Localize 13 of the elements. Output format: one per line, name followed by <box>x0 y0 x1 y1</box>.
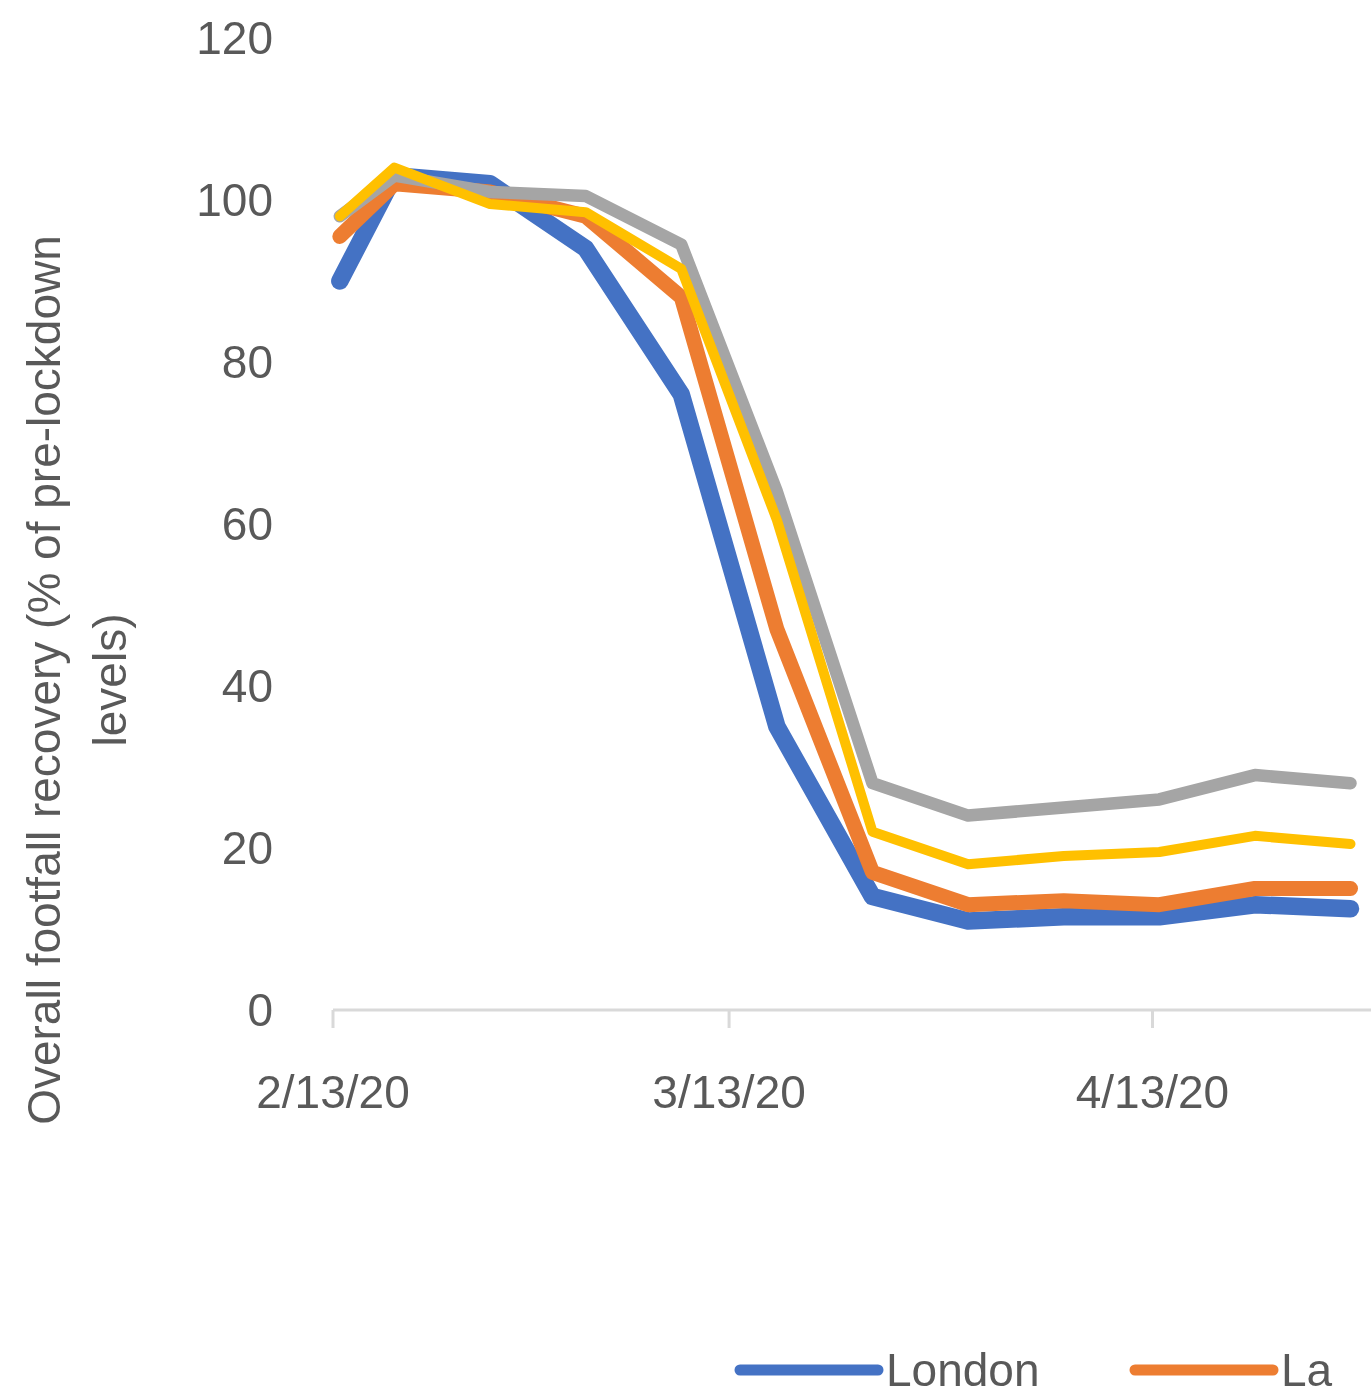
y-tick-label: 80 <box>221 336 273 388</box>
y-tick-label: 0 <box>247 984 273 1036</box>
x-tick-label: 2/13/20 <box>256 1066 410 1118</box>
y-tick-label: 100 <box>196 174 273 226</box>
x-tick-label: 3/13/20 <box>652 1066 806 1118</box>
y-tick-label: 120 <box>196 12 273 64</box>
y-tick-label: 60 <box>221 498 273 550</box>
y-axis-title: Overall footfall recovery (% of pre-lockdown levels) <box>18 235 136 1125</box>
x-tick-label: 4/13/20 <box>1075 1066 1230 1118</box>
y-tick-label: 40 <box>221 660 273 712</box>
legend-label: La <box>1281 1344 1333 1394</box>
legend-label: London <box>886 1344 1040 1394</box>
y-tick-label: 20 <box>221 822 273 874</box>
